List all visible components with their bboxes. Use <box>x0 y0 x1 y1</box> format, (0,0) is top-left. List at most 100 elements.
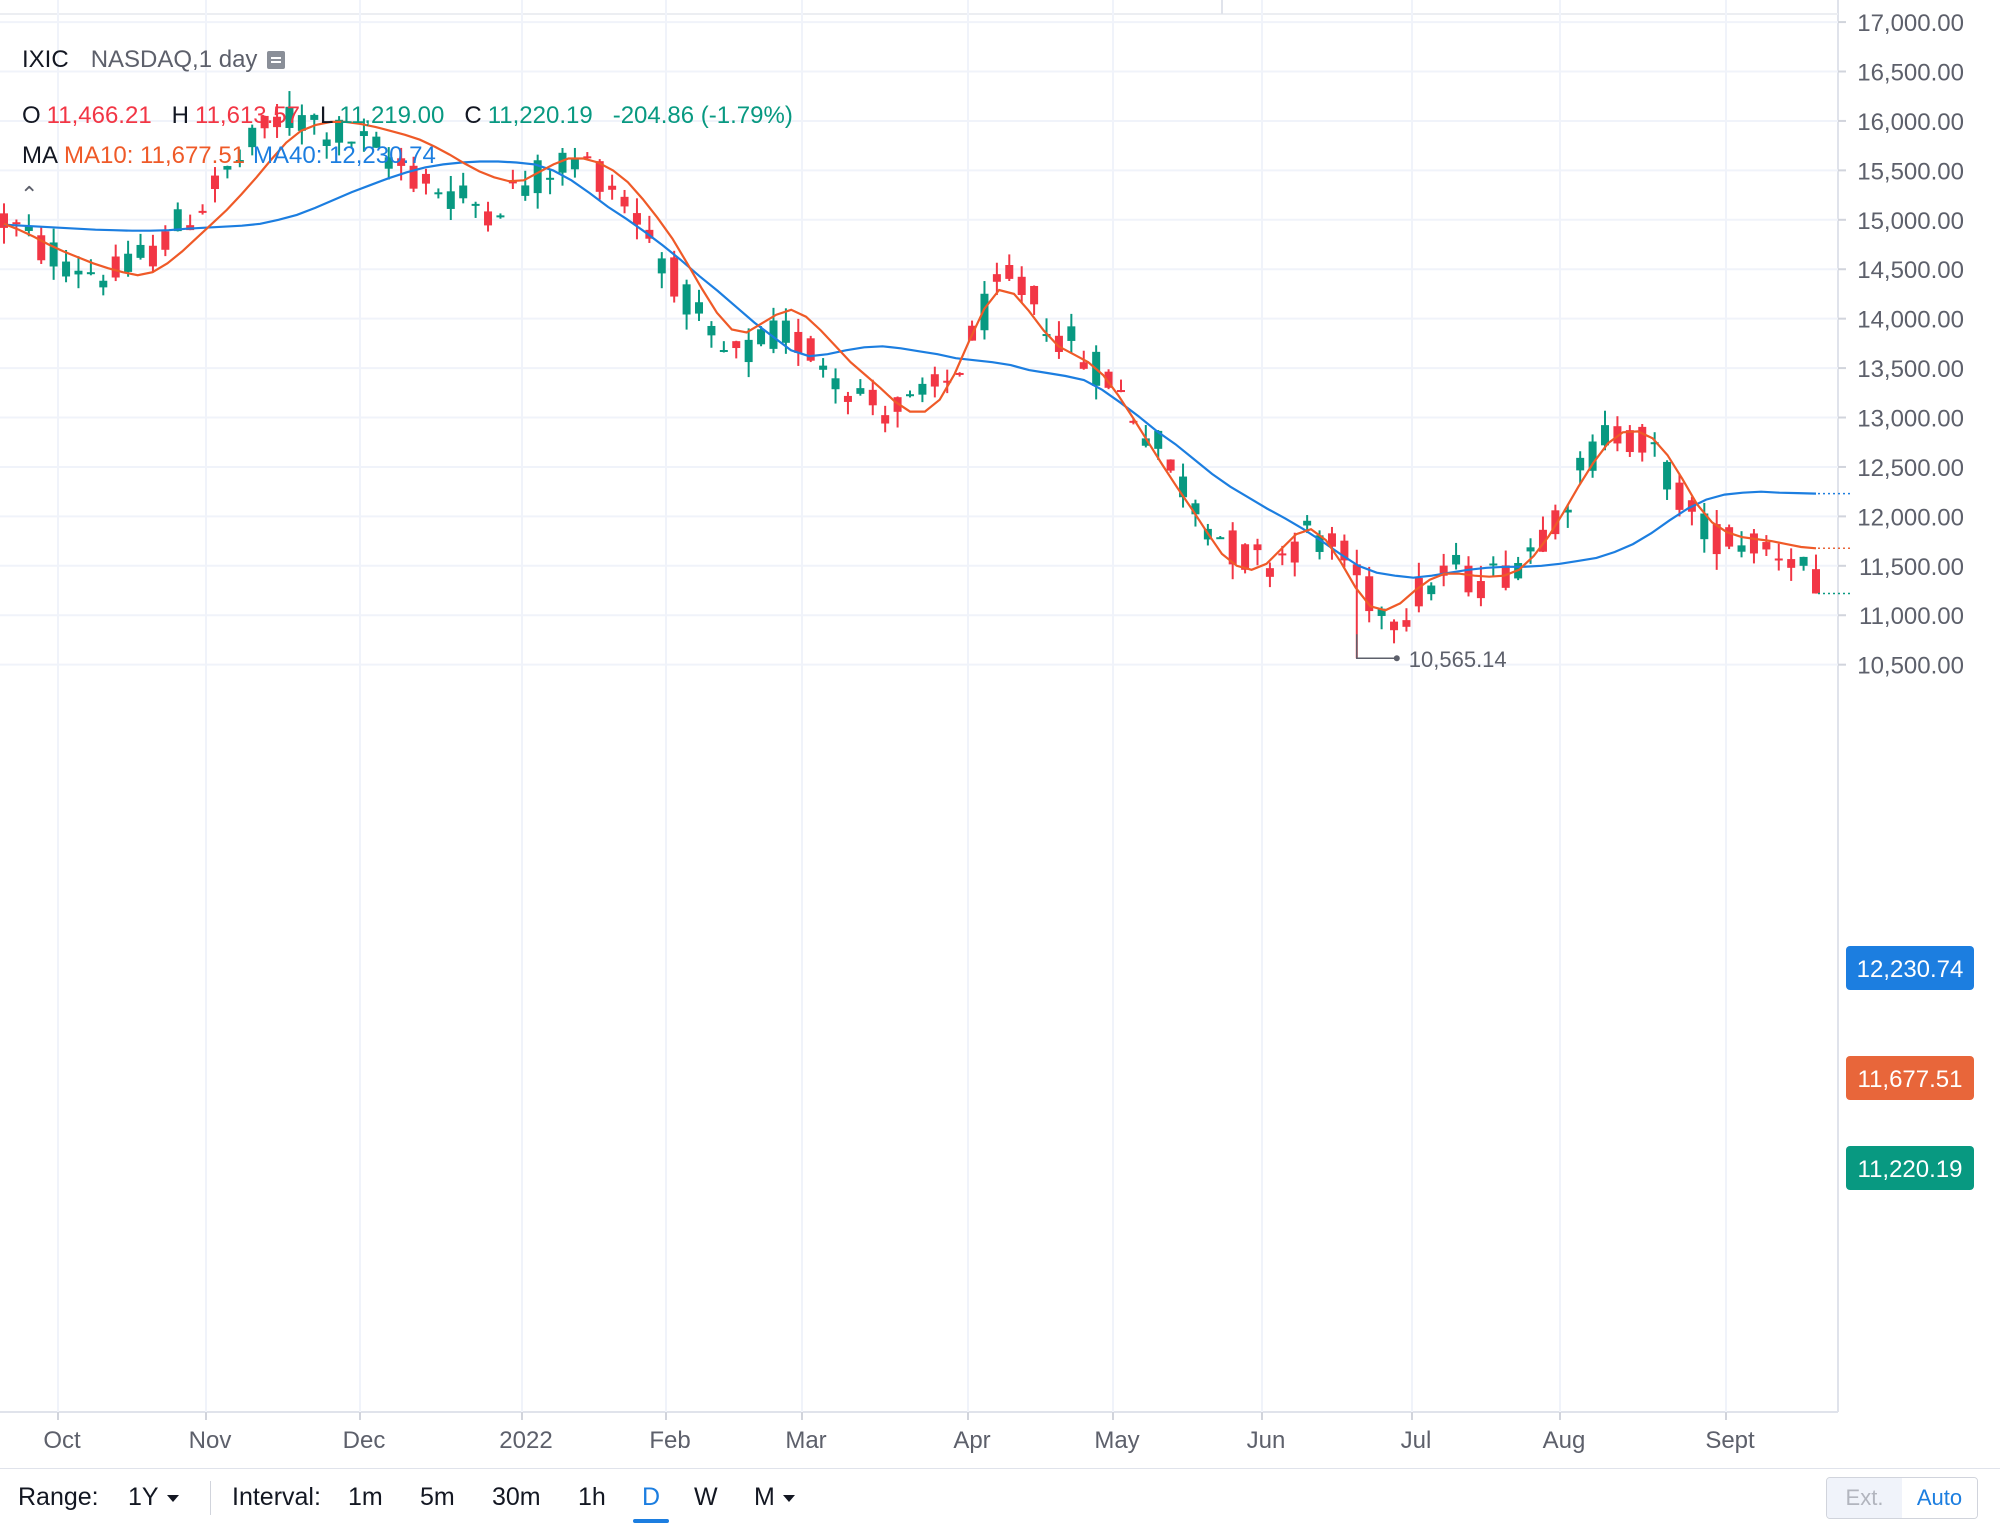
candle-body <box>297 115 306 131</box>
candle-body <box>831 378 840 390</box>
candle-body <box>1799 556 1808 566</box>
close-label: C <box>464 102 482 129</box>
range-select[interactable]: 1Y <box>128 1483 179 1512</box>
candle-body <box>285 106 294 128</box>
low-label: L <box>320 102 334 129</box>
x-tick-label: Apr <box>953 1427 990 1454</box>
interval-m[interactable]: M <box>754 1483 795 1512</box>
candle-body <box>1327 533 1336 547</box>
candle-body <box>1613 426 1622 444</box>
x-tick-label: Nov <box>189 1427 232 1454</box>
candle-body <box>446 191 455 209</box>
interval-1m[interactable]: 1m <box>348 1483 383 1511</box>
ma-label: MA <box>22 142 58 169</box>
candle-body <box>794 331 803 353</box>
candle-body <box>546 177 555 180</box>
bottom-toolbar: Range: 1Y Interval: 1m 5m 30m 1h D W M E… <box>0 1468 2000 1525</box>
candle-body <box>757 329 766 345</box>
candle-body <box>148 245 157 267</box>
candle-body <box>608 185 617 190</box>
candle-body <box>161 231 170 250</box>
candle-body <box>980 293 989 331</box>
candle-body <box>372 136 381 148</box>
candle-body <box>1340 540 1349 561</box>
candle-body <box>1663 461 1672 490</box>
ohlc-legend: O 11,466.21 H 11,613.57 L 11,219.00 C 11,220.19… <box>22 102 807 130</box>
y-tick-label: 11,000.00 <box>1859 603 1964 630</box>
menu-icon[interactable] <box>267 51 286 69</box>
candle-body <box>1601 425 1610 446</box>
candle-body <box>707 325 716 336</box>
ext-toggle[interactable]: Ext. <box>1827 1478 1902 1518</box>
ma10-value: MA10: 11,677.51 <box>64 142 246 169</box>
close-price-badge <box>1846 1146 1974 1190</box>
candle-body <box>1067 326 1076 341</box>
candle-body <box>620 196 629 207</box>
candle-body <box>86 272 95 275</box>
candle-body <box>670 257 679 297</box>
candle-body <box>1154 430 1163 449</box>
interval-label: Interval: <box>232 1483 321 1511</box>
interval-5m[interactable]: 5m <box>420 1483 455 1511</box>
candle-body <box>1141 438 1150 446</box>
close-price-badge-label: 11,220.19 <box>1858 1156 1963 1183</box>
candle-body <box>1749 533 1758 554</box>
candle-body <box>930 374 939 387</box>
candle-body <box>1191 503 1200 515</box>
candle-body <box>843 395 852 402</box>
interval-d[interactable]: D <box>642 1483 661 1511</box>
candle-body <box>1129 420 1138 423</box>
active-interval-indicator <box>633 1519 669 1523</box>
collapse-legend-icon[interactable]: ⌃ <box>20 182 39 207</box>
candle-body <box>781 320 790 343</box>
candle-body <box>1377 608 1386 616</box>
candle-body <box>471 203 480 206</box>
candle-body <box>657 258 666 274</box>
candle-body <box>1576 457 1585 471</box>
candle-body <box>248 127 257 148</box>
interval-1h[interactable]: 1h <box>578 1483 606 1511</box>
candle-body <box>583 156 592 159</box>
interval-30m[interactable]: 30m <box>492 1483 541 1511</box>
candle-body <box>1241 544 1250 570</box>
candle-body <box>1625 430 1634 453</box>
dropdown-caret-icon <box>166 1494 179 1502</box>
candle-body <box>1104 371 1113 388</box>
candle-body <box>918 383 927 395</box>
candle-body <box>744 339 753 363</box>
x-tick-label: Oct <box>43 1427 81 1454</box>
candle-body <box>484 211 493 226</box>
x-tick-label: May <box>1094 1427 1139 1454</box>
candle-body <box>359 131 368 137</box>
x-tick-label: 2022 <box>499 1427 552 1454</box>
candle-body <box>1278 553 1287 556</box>
candle-body <box>24 225 33 231</box>
candle-body <box>260 115 269 129</box>
candle-body <box>409 165 418 189</box>
interval-w[interactable]: W <box>694 1483 718 1511</box>
candle-body <box>421 173 430 184</box>
candle-body <box>198 210 207 213</box>
low-marker-dot <box>1393 655 1400 662</box>
low-marker-line <box>1356 634 1395 659</box>
candle-body <box>632 213 641 225</box>
y-tick-label: 12,000.00 <box>1857 504 1964 531</box>
candle-body <box>74 270 83 275</box>
low-value: 11,219.00 <box>339 102 445 129</box>
candle-body <box>719 350 728 353</box>
candle-body <box>1526 547 1535 552</box>
y-tick-label: 14,000.00 <box>1857 307 1964 334</box>
candle-body <box>695 302 704 314</box>
candle-body <box>37 235 46 261</box>
price-chart[interactable]: 10,500.00 11,000.00 11,500.00 12,000.00 12,5… <box>0 0 2000 1468</box>
candle-body <box>943 380 952 383</box>
auto-toggle[interactable]: Auto <box>1902 1478 1977 1518</box>
candle-body <box>1464 565 1473 593</box>
candle-body <box>1452 554 1461 565</box>
y-tick-label: 10,500.00 <box>1857 653 1964 680</box>
candle-body <box>1675 482 1684 510</box>
candle-body <box>0 213 8 228</box>
candle-body <box>1725 527 1734 547</box>
candle-body <box>62 261 71 277</box>
dropdown-caret-icon <box>782 1494 795 1502</box>
